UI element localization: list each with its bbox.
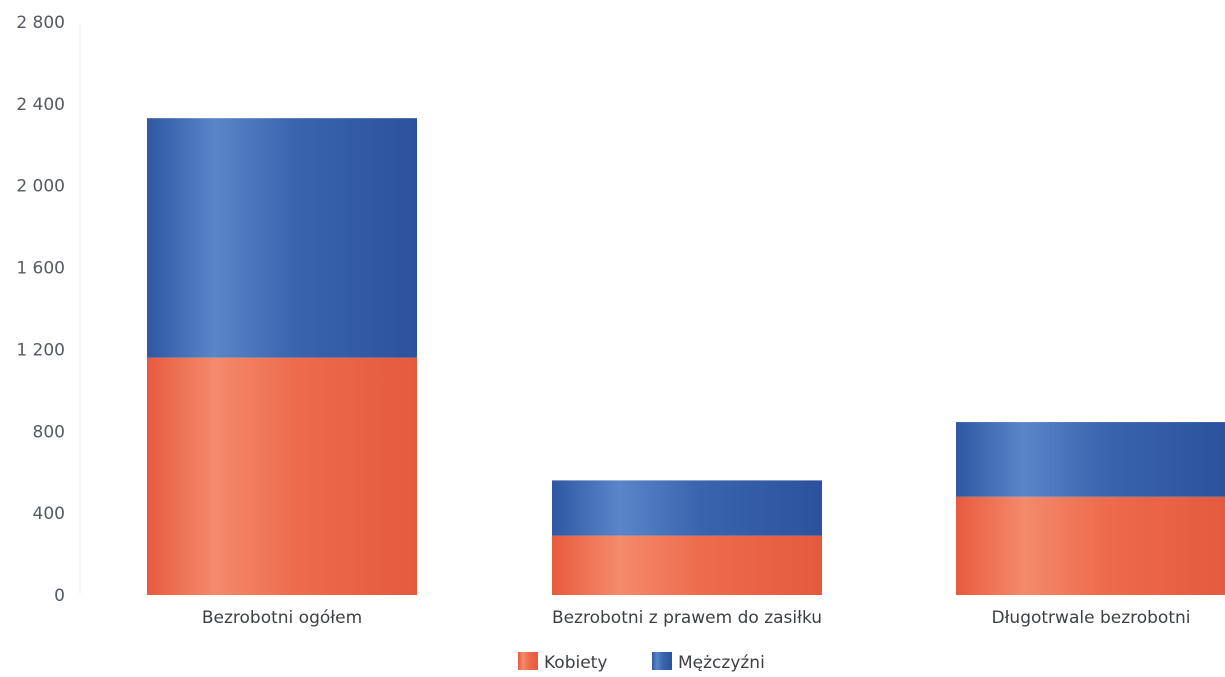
x-axis: Bezrobotni ogółem Bezrobotni z prawem do … — [202, 608, 1191, 628]
bar-segment-mezczyzni — [552, 480, 822, 536]
y-tick-label: 0 — [54, 586, 65, 606]
bar-segment-kobiety — [552, 535, 822, 595]
y-tick-label: 1 600 — [16, 259, 65, 279]
legend: Kobiety Mężczyźni — [518, 652, 765, 673]
bars — [147, 118, 1225, 595]
legend-label: Kobiety — [544, 653, 607, 673]
x-category-label: Bezrobotni z prawem do zasiłku — [552, 608, 822, 628]
y-tick-label: 2 400 — [16, 95, 65, 115]
legend-swatch — [518, 652, 538, 670]
y-tick-label: 1 200 — [16, 340, 65, 360]
y-tick-label: 800 — [33, 422, 65, 442]
bar-segment-kobiety — [956, 496, 1225, 595]
y-tick-label: 2 800 — [16, 13, 65, 33]
x-category-label: Bezrobotni ogółem — [202, 608, 362, 628]
legend-swatch — [652, 652, 672, 670]
y-axis: 0 400 800 1 200 1 600 2 000 2 400 2 800 — [16, 13, 65, 606]
bar-segment-kobiety — [147, 357, 417, 595]
x-category-label: Długotrwale bezrobotni — [992, 608, 1191, 628]
y-tick-label: 2 000 — [16, 177, 65, 197]
bar-segment-mezczyzni — [147, 118, 417, 358]
legend-label: Mężczyźni — [678, 653, 765, 673]
y-tick-label: 400 — [33, 504, 65, 524]
bar-segment-mezczyzni — [956, 422, 1225, 497]
